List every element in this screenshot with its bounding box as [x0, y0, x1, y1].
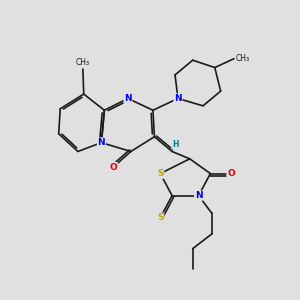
- Text: O: O: [227, 169, 235, 178]
- Text: O: O: [109, 163, 117, 172]
- Text: N: N: [174, 94, 182, 103]
- Text: N: N: [124, 94, 132, 103]
- Text: N: N: [195, 191, 203, 200]
- Text: S: S: [157, 169, 164, 178]
- Text: CH₃: CH₃: [236, 54, 250, 63]
- Text: N: N: [98, 138, 105, 147]
- Text: S: S: [157, 213, 164, 222]
- Text: CH₃: CH₃: [76, 58, 90, 67]
- Text: H: H: [172, 140, 178, 148]
